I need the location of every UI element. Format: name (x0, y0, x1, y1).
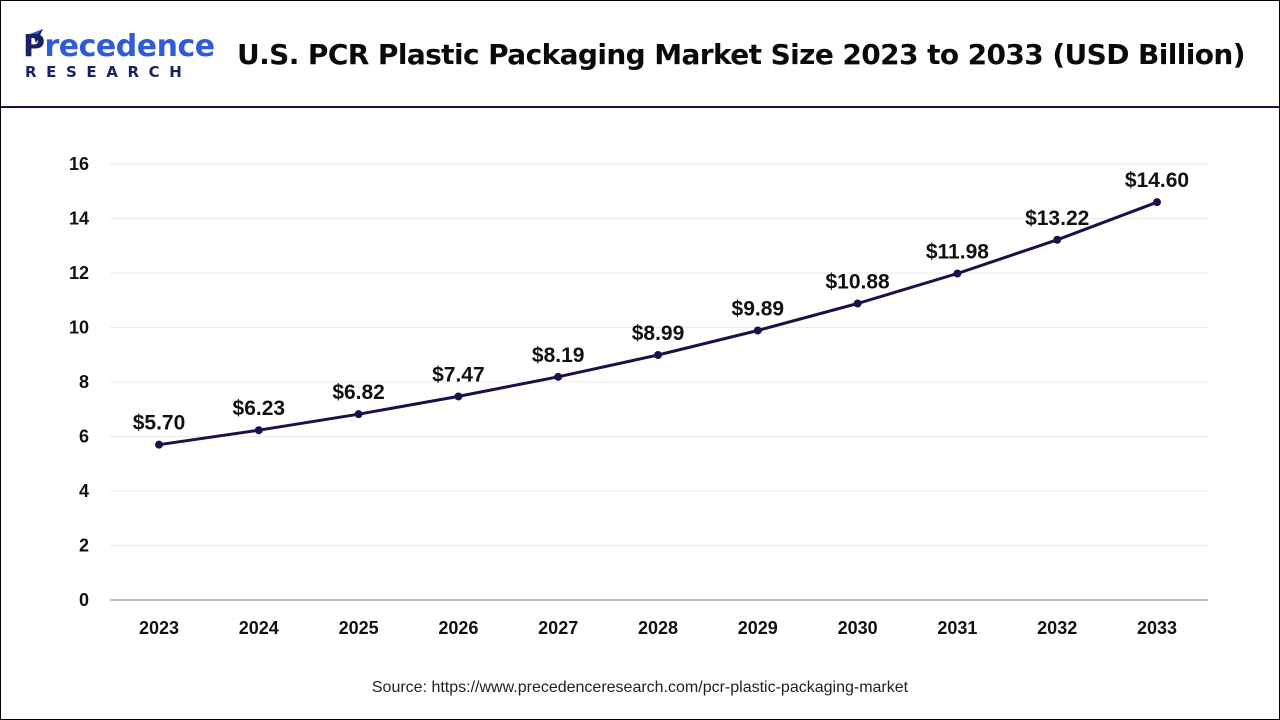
y-tick-label: 8 (79, 372, 89, 392)
data-label: $9.89 (732, 297, 785, 320)
data-point (1153, 198, 1161, 207)
data-point (354, 410, 363, 419)
data-points (155, 198, 1161, 449)
data-label: $8.19 (532, 344, 585, 367)
chart-title: U.S. PCR Plastic Packaging Market Size 2… (237, 38, 1246, 71)
brand-logo: Precedence RESEARCH (23, 29, 215, 83)
y-tick-label: 14 (69, 209, 89, 229)
data-label: $14.60 (1125, 169, 1189, 192)
brand-subtitle: RESEARCH (25, 63, 192, 81)
data-point (254, 426, 263, 435)
data-point (454, 392, 463, 401)
data-label: $7.47 (432, 363, 485, 386)
x-tick-label: 2031 (937, 618, 977, 638)
data-label: $11.98 (926, 241, 989, 264)
data-point (953, 269, 962, 278)
x-tick-label: 2025 (339, 618, 379, 638)
y-tick-label: 12 (69, 263, 89, 283)
data-point (155, 440, 163, 449)
data-point (654, 351, 662, 360)
brand-name-rest: recedence (44, 29, 216, 64)
data-labels: $5.70 $6.23 $6.82 $7.47 $8.19 $8.99 $9.89 $10.8… (133, 169, 1189, 435)
brand-name: Precedence (23, 31, 215, 63)
data-label: $8.99 (632, 322, 685, 345)
brand-initial: P (23, 29, 45, 64)
x-tick-label: 2026 (438, 618, 478, 638)
x-tick-label: 2032 (1037, 618, 1077, 638)
data-point (753, 326, 762, 335)
data-point (1053, 235, 1062, 244)
paper-plane-icon (27, 29, 43, 43)
header: Precedence RESEARCH U.S. PCR Plastic Pac… (1, 1, 1279, 108)
x-tick-label: 2029 (738, 618, 778, 638)
data-label: $6.82 (332, 381, 385, 404)
x-tick-label: 2030 (838, 618, 878, 638)
y-tick-label: 6 (79, 427, 89, 447)
x-tick-label: 2028 (638, 618, 678, 638)
x-tick-label: 2024 (239, 618, 279, 638)
x-tick-label: 2027 (538, 618, 578, 638)
y-axis-ticks: 0 2 4 6 8 10 12 14 16 (69, 154, 89, 610)
y-tick-label: 0 (79, 590, 89, 610)
data-point (853, 299, 862, 308)
y-tick-label: 10 (69, 318, 89, 338)
data-label: $6.23 (233, 397, 286, 420)
data-label: $13.22 (1025, 207, 1089, 230)
data-label: $5.70 (133, 412, 186, 435)
y-tick-label: 2 (79, 536, 89, 556)
data-point (554, 372, 563, 381)
gridlines (110, 163, 1208, 546)
x-tick-label: 2033 (1137, 618, 1177, 638)
x-tick-label: 2023 (139, 618, 179, 638)
x-axis-ticks: 2023 2024 2025 2026 2027 2028 2029 2030 2031 2032… (139, 618, 1177, 638)
source-note: Source: https://www.precedenceresearch.c… (371, 679, 909, 696)
y-tick-label: 16 (69, 154, 89, 174)
y-tick-label: 4 (79, 481, 89, 501)
data-label: $10.88 (825, 271, 890, 294)
